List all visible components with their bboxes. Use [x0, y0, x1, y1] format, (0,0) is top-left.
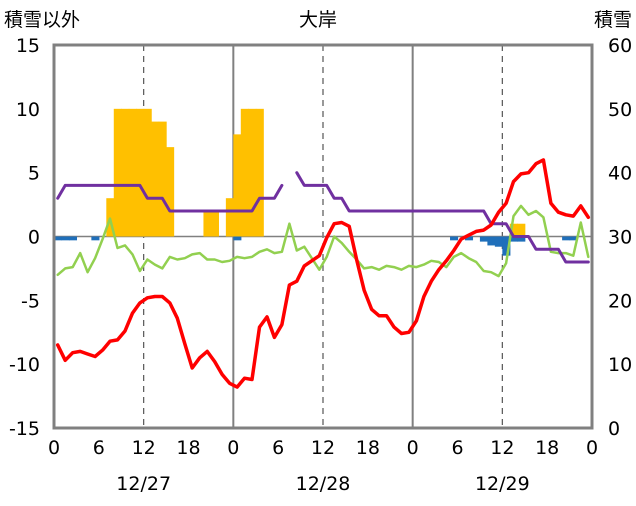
- precip-bar: [233, 236, 242, 241]
- snowfall-bar: [203, 210, 212, 237]
- snow-depth-line: [295, 171, 590, 264]
- precip-bar: [562, 236, 571, 241]
- precip-bar: [487, 236, 496, 246]
- plot-frame: [52, 43, 594, 430]
- chart-title: 大岸: [299, 9, 337, 31]
- snowfall-bar: [240, 108, 249, 237]
- date-label: 12/27: [116, 473, 171, 495]
- left-axis-label: 積雪以外: [4, 9, 80, 31]
- right-axis-ticks: 60 50 40 30 20 10 0: [608, 35, 632, 440]
- right-tick-label: 20: [608, 290, 632, 312]
- right-tick-label: 60: [608, 35, 632, 57]
- precip-bar: [450, 236, 459, 241]
- x-tick-label: 12: [311, 437, 335, 459]
- x-tick-label: 0: [586, 437, 598, 459]
- right-tick-label: 10: [608, 354, 632, 376]
- left-axis-ticks: 15 10 5 0 -5 -10 -15: [9, 35, 40, 440]
- precip-bar: [91, 236, 100, 241]
- snowfall-bar: [517, 223, 526, 237]
- precip-bar: [502, 236, 511, 256]
- snowfall-bar: [106, 198, 115, 237]
- snowfall-bar: [151, 121, 160, 237]
- x-tick-label: 12: [132, 437, 156, 459]
- date-labels: 12/27 12/28 12/29: [116, 473, 529, 495]
- x-tick-label: 0: [227, 437, 239, 459]
- x-tick-label: 6: [451, 437, 463, 459]
- x-tick-label: 18: [176, 437, 200, 459]
- precip-bar: [61, 236, 70, 241]
- x-tick-label: 12: [490, 437, 514, 459]
- snowfall-bar: [210, 210, 219, 237]
- left-tick-label: 5: [28, 163, 40, 185]
- x-tick-label: 0: [48, 437, 60, 459]
- temperature-line: [55, 158, 591, 389]
- snowfall-bar: [166, 147, 175, 237]
- left-tick-label: 10: [16, 99, 40, 121]
- right-tick-label: 30: [608, 227, 632, 249]
- precip-bar: [464, 236, 474, 241]
- precip-bar: [479, 236, 488, 242]
- right-tick-label: 50: [608, 99, 632, 121]
- left-tick-label: -5: [21, 290, 40, 312]
- precip-bar: [54, 236, 63, 241]
- snowfall-bar: [255, 108, 264, 237]
- snowfall-bar: [136, 108, 145, 237]
- x-tick-label: 6: [93, 437, 105, 459]
- snow-depth-line: [56, 183, 284, 213]
- left-tick-label: 15: [16, 35, 40, 57]
- x-tick-label: 0: [407, 437, 419, 459]
- snowfall-bar: [225, 198, 234, 237]
- snowfall-bar: [233, 134, 242, 237]
- precip-bar: [569, 236, 578, 241]
- right-tick-label: 0: [608, 418, 620, 440]
- snowfall-bar: [248, 108, 257, 237]
- left-tick-label: -15: [9, 418, 40, 440]
- precip-bar: [517, 236, 526, 242]
- precip-bar: [68, 236, 78, 241]
- x-axis-ticks: 0 6 12 18 0 6 12 18 0 6 12 18 0: [48, 437, 598, 459]
- snowfall-bars: [106, 108, 526, 237]
- left-tick-label: -10: [9, 354, 40, 376]
- left-tick-label: 0: [28, 227, 40, 249]
- series-lines: [55, 158, 591, 389]
- precip-bar: [509, 236, 518, 242]
- snowfall-bar: [113, 108, 122, 237]
- x-tick-label: 18: [535, 437, 559, 459]
- right-tick-label: 40: [608, 163, 632, 185]
- date-label: 12/28: [296, 473, 351, 495]
- snowfall-bar: [128, 108, 137, 237]
- snowfall-bar: [158, 121, 167, 237]
- snowfall-bar: [143, 108, 152, 237]
- precip-bar: [494, 236, 503, 247]
- x-tick-label: 18: [356, 437, 380, 459]
- snowfall-bar: [121, 108, 130, 237]
- right-axis-label: 積雪: [594, 9, 632, 31]
- snowfall-bar: [509, 223, 518, 237]
- wind-line: [56, 204, 590, 278]
- date-label: 12/29: [475, 473, 530, 495]
- precip-bars: [54, 236, 578, 256]
- x-tick-label: 6: [272, 437, 284, 459]
